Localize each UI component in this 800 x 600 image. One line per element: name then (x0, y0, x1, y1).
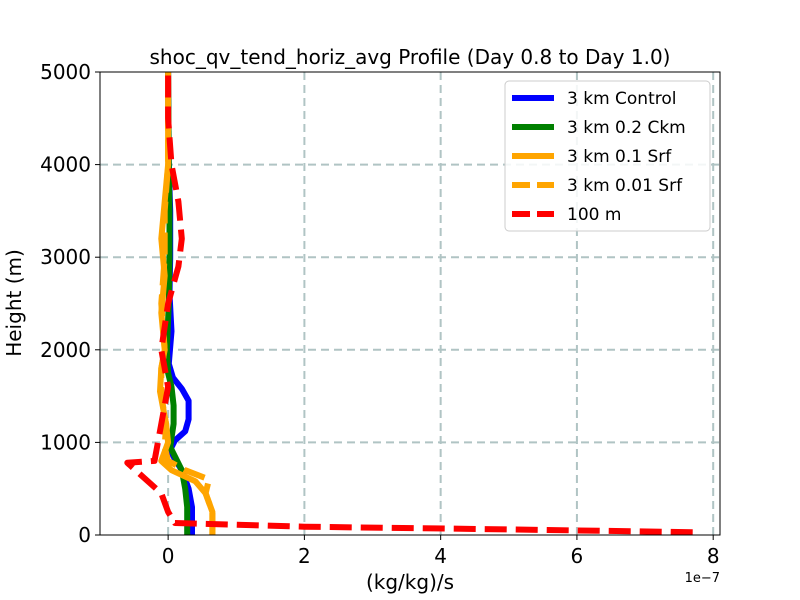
legend-label: 100 m (567, 205, 621, 225)
x-axis-label: (kg/kg)/s (366, 570, 454, 594)
y-tick-label: 5000 (40, 60, 91, 84)
x-axis-ticks: 0 2 4 6 8 (162, 535, 720, 568)
legend-label: 3 km 0.01 Srf (567, 176, 683, 196)
legend-label: 3 km 0.2 Ckm (567, 118, 686, 138)
series-line (158, 72, 216, 535)
legend-label: 3 km Control (567, 89, 676, 109)
x-tick-label: 4 (434, 544, 447, 568)
x-axis-offset-label: 1e−7 (685, 571, 720, 586)
y-tick-label: 4000 (40, 153, 91, 177)
legend-label: 3 km 0.1 Srf (567, 147, 672, 167)
y-tick-label: 3000 (40, 245, 91, 269)
x-tick-label: 8 (707, 544, 720, 568)
chart-title: shoc_qv_tend_horiz_avg Profile (Day 0.8 … (150, 45, 671, 69)
legend-frame (504, 80, 711, 232)
x-tick-label: 2 (298, 544, 311, 568)
x-tick-label: 0 (162, 544, 175, 568)
y-axis-label: Height (m) (2, 249, 26, 357)
series-line (124, 72, 693, 536)
y-tick-label: 1000 (40, 430, 91, 454)
y-axis-ticks: 0 1000 2000 3000 4000 5000 (40, 60, 100, 547)
series-lines (124, 71, 693, 536)
y-tick-label: 0 (78, 523, 91, 547)
x-tick-label: 6 (571, 544, 584, 568)
y-tick-label: 2000 (40, 338, 91, 362)
plot-area-frame (99, 71, 721, 536)
legend: 3 km Control 3 km 0.2 Ckm 3 km 0.1 Srf 3 km… (504, 80, 711, 232)
